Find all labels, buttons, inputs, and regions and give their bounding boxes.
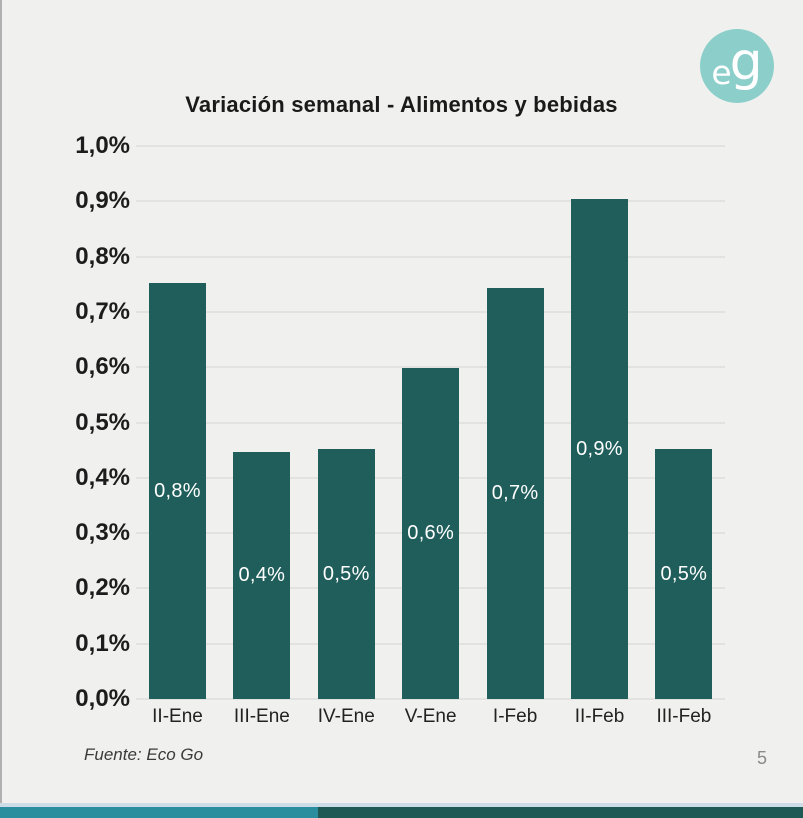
bar-value-label: 0,5% <box>660 562 708 585</box>
x-axis-label: V-Ene <box>404 706 457 727</box>
gridline <box>136 145 725 147</box>
gridline <box>136 200 725 203</box>
logo-letter-e: e <box>711 52 731 92</box>
bottom-accent-line <box>0 803 803 807</box>
bar-value-label: 0,4% <box>238 564 286 586</box>
bar: 0,4% <box>233 452 291 699</box>
bottom-bar-right-segment <box>318 807 803 818</box>
y-axis-label: 0,1% <box>75 629 130 657</box>
bar: 0,5% <box>317 449 375 699</box>
x-axis-label: IV-Ene <box>317 706 375 727</box>
x-axis-label: II-Feb <box>574 706 625 727</box>
x-axis: II-Ene III-Ene IV-Ene V-Ene I-Feb II-Feb III-F… <box>136 703 725 737</box>
logo-letter-g: g <box>729 32 763 92</box>
gridline <box>136 366 725 369</box>
y-axis-label: 1,0% <box>75 132 130 159</box>
x-axis-label: III-Ene <box>233 706 290 727</box>
bar: 0,6% <box>402 368 460 699</box>
y-axis-label: 0,7% <box>75 297 130 325</box>
bar-value-label: 0,5% <box>322 562 370 585</box>
page-number: 5 <box>756 748 767 768</box>
x-axis-label: I-Feb <box>492 706 538 727</box>
y-axis-label: 0,5% <box>75 408 130 436</box>
gridline <box>136 255 725 258</box>
bar: 0,8% <box>149 283 206 699</box>
plot-area: 0,8% 0,4% 0,5% 0,6% 0,7% 0,9% 0,5% <box>136 145 725 700</box>
bar: 0,7% <box>486 288 544 699</box>
bar-value-label: 0,6% <box>407 522 455 544</box>
gridline <box>136 698 725 700</box>
bar-value-label: 0,7% <box>491 482 539 504</box>
y-axis-label: 0,8% <box>75 242 130 270</box>
y-axis-label: 0,3% <box>75 519 130 547</box>
y-axis: 1,0% 0,9% 0,8% 0,7% 0,6% 0,5% 0,4% 0,3% 0,2% 0,1%… <box>0 132 130 712</box>
bar-value-label: 0,8% <box>154 479 201 502</box>
bar-value-label: 0,9% <box>576 437 623 460</box>
y-axis-label: 0,9% <box>75 187 130 215</box>
slide-edge-line <box>0 0 2 803</box>
y-axis-label: 0,6% <box>75 353 130 381</box>
bottom-bar <box>0 807 803 818</box>
y-axis-label: 0,4% <box>75 463 130 491</box>
y-axis-label: 0,2% <box>75 574 130 602</box>
chart-title: Variación semanal - Alimentos y bebidas <box>185 92 618 117</box>
bar: 0,9% <box>571 199 628 699</box>
source-note: Fuente: Eco Go <box>84 745 204 764</box>
gridline <box>136 310 725 313</box>
x-axis-label: III-Feb <box>656 706 712 727</box>
x-axis-label: II-Ene <box>152 706 203 727</box>
y-axis-label: 0,0% <box>75 685 130 712</box>
bar: 0,5% <box>655 449 713 699</box>
bottom-bar-left-segment <box>0 807 318 818</box>
